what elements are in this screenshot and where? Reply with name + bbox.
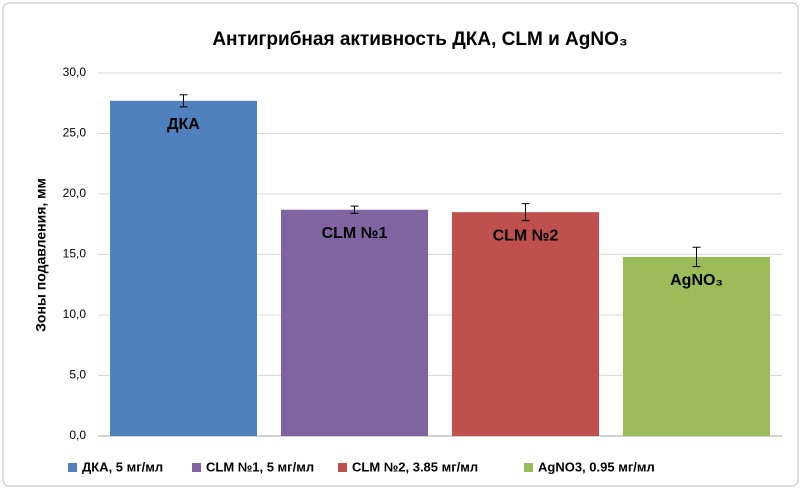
error-bar xyxy=(179,94,188,108)
bar-label: CLM №2 xyxy=(493,227,559,244)
bar xyxy=(622,256,771,436)
bar xyxy=(109,100,258,436)
error-bar xyxy=(350,205,359,214)
bar xyxy=(451,212,600,436)
legend-swatch xyxy=(524,463,533,472)
legend-label: AgNO3, 0.95 мг/мл xyxy=(538,459,655,474)
bar xyxy=(280,209,429,436)
legend-swatch xyxy=(338,463,347,472)
y-tick-label: 15,0 xyxy=(63,247,87,261)
bar-label: CLM №1 xyxy=(322,225,388,242)
y-tick-label: 25,0 xyxy=(63,126,87,140)
legend-swatch xyxy=(192,463,201,472)
chart-title: Антигрибная активность ДКА, CLM и AgNO₃ xyxy=(212,29,627,50)
y-tick-label: 5,0 xyxy=(69,368,86,382)
error-bar xyxy=(521,203,530,222)
y-tick-label: 20,0 xyxy=(63,186,87,200)
legend-label: CLM №2, 3.85 мг/мл xyxy=(352,459,478,474)
y-tick-label: 0,0 xyxy=(69,428,86,442)
y-tick-label: 10,0 xyxy=(63,307,87,321)
legend-label: CLM №1, 5 мг/мл xyxy=(206,459,314,474)
bar-label: ДКА xyxy=(167,116,200,133)
error-bar xyxy=(692,246,701,268)
legend-swatch xyxy=(68,463,77,472)
legend-label: ДКА, 5 мг/мл xyxy=(82,459,163,474)
bar-label: AgNO₃ xyxy=(670,272,723,289)
y-tick-label: 30,0 xyxy=(63,65,87,79)
y-axis-label: Зоны подавления, мм xyxy=(33,178,49,332)
